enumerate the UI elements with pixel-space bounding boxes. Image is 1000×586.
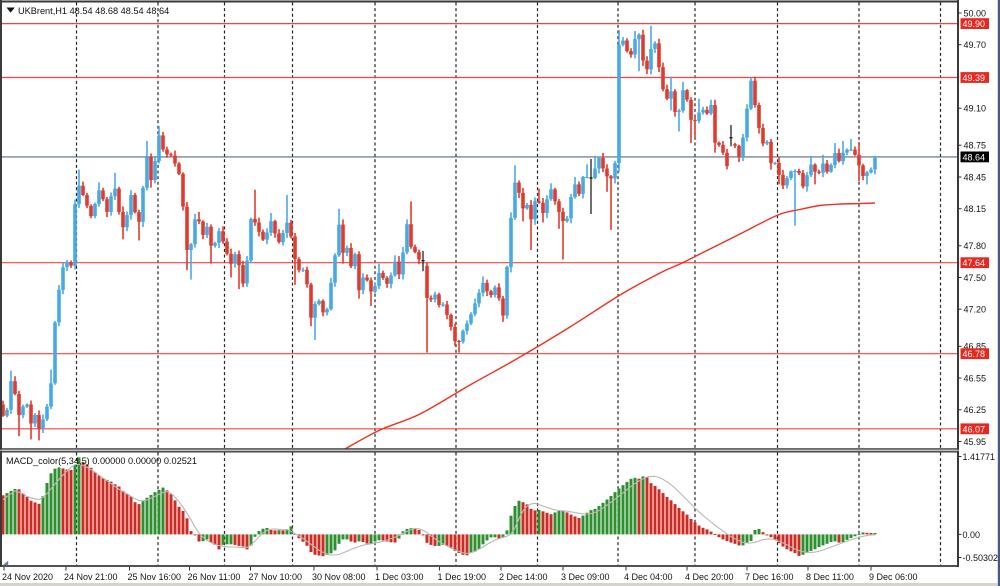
svg-text:49.10: 49.10 bbox=[964, 104, 987, 114]
svg-text:25 Nov 16:00: 25 Nov 16:00 bbox=[128, 572, 182, 582]
svg-text:1.41771: 1.41771 bbox=[963, 452, 996, 462]
svg-text:3 Dec 09:00: 3 Dec 09:00 bbox=[561, 572, 610, 582]
svg-text:46.07: 46.07 bbox=[963, 424, 986, 434]
svg-text:27 Nov 10:00: 27 Nov 10:00 bbox=[249, 572, 303, 582]
svg-text:48.45: 48.45 bbox=[964, 172, 987, 182]
svg-text:48.15: 48.15 bbox=[964, 204, 987, 214]
svg-text:47.64: 47.64 bbox=[963, 258, 986, 268]
svg-text:46.55: 46.55 bbox=[964, 373, 987, 383]
svg-text:1 Dec 19:00: 1 Dec 19:00 bbox=[438, 572, 487, 582]
svg-text:46.85: 46.85 bbox=[964, 342, 987, 352]
svg-text:48.64: 48.64 bbox=[963, 152, 986, 162]
svg-text:47.20: 47.20 bbox=[964, 305, 987, 315]
svg-text:50.00: 50.00 bbox=[964, 8, 987, 18]
svg-text:MACD_color(5,34,5) 0.00000 0.0: MACD_color(5,34,5) 0.00000 0.00000 0.025… bbox=[6, 456, 197, 466]
svg-text:47.80: 47.80 bbox=[964, 241, 987, 251]
svg-text:49.70: 49.70 bbox=[964, 40, 987, 50]
svg-text:24 Nov 21:00: 24 Nov 21:00 bbox=[64, 572, 118, 582]
svg-text:4 Dec 20:00: 4 Dec 20:00 bbox=[685, 572, 734, 582]
svg-text:4 Dec 04:00: 4 Dec 04:00 bbox=[624, 572, 673, 582]
svg-text:49.90: 49.90 bbox=[963, 19, 986, 29]
svg-text:48.75: 48.75 bbox=[964, 141, 987, 151]
svg-text:30 Nov 08:00: 30 Nov 08:00 bbox=[312, 572, 366, 582]
svg-text:0.00: 0.00 bbox=[963, 530, 981, 540]
svg-text:24 Nov 2020: 24 Nov 2020 bbox=[2, 572, 53, 582]
svg-text:UKBrent,H1 48.54 48.68 48.54: UKBrent,H1 48.54 48.68 48.54 48.64 bbox=[18, 6, 169, 16]
svg-text:46.25: 46.25 bbox=[964, 405, 987, 415]
svg-text:8 Dec 11:00: 8 Dec 11:00 bbox=[806, 572, 854, 582]
svg-text:47.50: 47.50 bbox=[964, 273, 987, 283]
svg-text:45.95: 45.95 bbox=[964, 437, 987, 447]
svg-text:2 Dec 14:00: 2 Dec 14:00 bbox=[499, 572, 548, 582]
svg-text:7 Dec 16:00: 7 Dec 16:00 bbox=[745, 572, 794, 582]
svg-text:26 Nov 11:00: 26 Nov 11:00 bbox=[188, 572, 241, 582]
svg-text:-0.50302: -0.50302 bbox=[963, 553, 999, 563]
svg-text:1 Dec 03:00: 1 Dec 03:00 bbox=[375, 572, 424, 582]
svg-text:49.39: 49.39 bbox=[963, 73, 986, 83]
svg-text:46.78: 46.78 bbox=[963, 349, 986, 359]
svg-text:9 Dec 06:00: 9 Dec 06:00 bbox=[869, 572, 918, 582]
